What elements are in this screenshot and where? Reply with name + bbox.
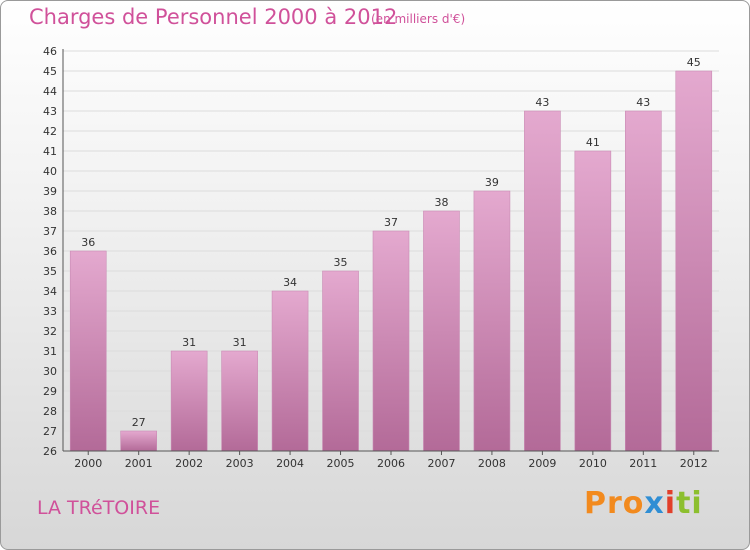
bar-2001: [120, 430, 157, 452]
value-label-2011: 43: [636, 96, 650, 109]
bar-2007: [423, 210, 460, 452]
y-tick-label: 40: [43, 165, 57, 178]
y-tick-label: 38: [43, 205, 57, 218]
bars: 36 27 31 31 34 35 37 38 39 43 41 43 45: [69, 56, 713, 452]
value-label-2007: 38: [434, 196, 448, 209]
y-tick-label: 46: [43, 45, 57, 58]
chart-subtitle: (en milliers d'€): [371, 12, 466, 26]
x-tick-label-2005: 2005: [327, 457, 355, 470]
x-tick-label-2000: 2000: [74, 457, 102, 470]
y-tick-label: 26: [43, 445, 57, 458]
x-tick-label-2001: 2001: [125, 457, 153, 470]
axes: 26 27 28 29 30 31 32 33 34 35 36 37 38 39 40 41 42 43 44 45…: [43, 45, 719, 470]
bar-2012: [675, 70, 713, 452]
bar-2008: [473, 190, 511, 452]
y-tick-label: 35: [43, 265, 57, 278]
y-tick-label: 29: [43, 385, 57, 398]
place-name: LA TRéTOIRE: [37, 497, 161, 519]
y-tick-label: 45: [43, 65, 57, 78]
y-tick-label: 30: [43, 365, 57, 378]
y-tick-label: 36: [43, 245, 57, 258]
x-tick-label-2012: 2012: [680, 457, 708, 470]
y-tick-label: 27: [43, 425, 57, 438]
y-tick-label: 37: [43, 225, 57, 238]
bar-2003: [221, 350, 258, 452]
y-tick-label: 34: [43, 285, 57, 298]
bar-2009: [524, 110, 561, 452]
y-tick-label: 43: [43, 105, 57, 118]
proxiti-logo: Proxiti: [584, 486, 703, 521]
bar-2005: [322, 270, 359, 452]
value-label-2012: 45: [687, 56, 701, 69]
y-tick-label: 39: [43, 185, 57, 198]
x-tick-label-2011: 2011: [629, 457, 657, 470]
bar-2002: [170, 350, 208, 452]
value-label-2002: 31: [182, 336, 196, 349]
x-tick-label-2008: 2008: [478, 457, 506, 470]
value-label-2003: 31: [233, 336, 247, 349]
bar-2010: [574, 150, 612, 452]
bar-2006: [372, 230, 410, 452]
x-tick-label-2006: 2006: [377, 457, 405, 470]
y-tick-label: 42: [43, 125, 57, 138]
y-tick-label: 31: [43, 345, 57, 358]
value-label-2004: 34: [283, 276, 297, 289]
value-label-2008: 39: [485, 176, 499, 189]
bar-2000: [69, 250, 107, 452]
value-label-2006: 37: [384, 216, 398, 229]
x-tick-label-2010: 2010: [579, 457, 607, 470]
x-tick-label-2002: 2002: [175, 457, 203, 470]
x-tick-label-2004: 2004: [276, 457, 304, 470]
value-label-2010: 41: [586, 136, 600, 149]
x-tick-label-2009: 2009: [528, 457, 556, 470]
y-tick-label: 41: [43, 145, 57, 158]
x-tick-label-2003: 2003: [226, 457, 254, 470]
bar-2004: [271, 290, 309, 452]
bar-2011: [625, 110, 662, 452]
y-tick-label: 28: [43, 405, 57, 418]
value-label-2000: 36: [81, 236, 95, 249]
y-tick-label: 44: [43, 85, 57, 98]
y-tick-label: 33: [43, 305, 57, 318]
value-label-2009: 43: [535, 96, 549, 109]
y-tick-label: 32: [43, 325, 57, 338]
x-tick-label-2007: 2007: [427, 457, 455, 470]
value-label-2005: 35: [334, 256, 348, 269]
value-label-2001: 27: [132, 416, 146, 429]
chart-title: Charges de Personnel 2000 à 2012: [29, 5, 398, 29]
